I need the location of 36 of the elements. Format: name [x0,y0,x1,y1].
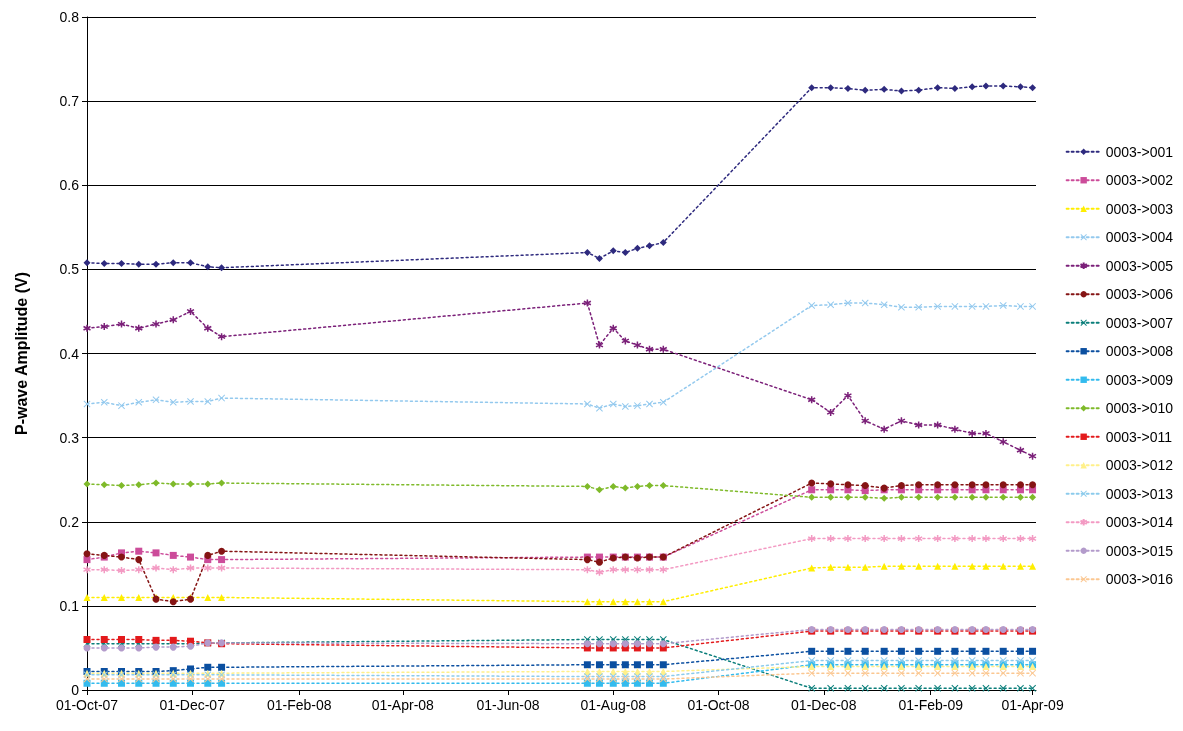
legend-label: 0003->001 [1105,143,1174,160]
x-tick-label: 01-Aug-08 [580,697,647,713]
legend-label: 0003->011 [1105,428,1173,445]
x-tick-label: 01-Dec-07 [159,697,226,713]
x-tick-label: 01-Feb-08 [266,697,332,713]
x-tick-label: 01-Jun-08 [476,697,540,713]
legend-label: 0003->007 [1105,314,1174,331]
y-tick-label: 0.7 [59,93,80,110]
legend-label: 0003->014 [1105,514,1174,531]
legend-label: 0003->012 [1105,457,1174,474]
legend-label: 0003->006 [1105,286,1174,303]
y-tick-label: 0.6 [59,177,80,194]
legend-label: 0003->005 [1105,257,1174,274]
x-tick-label: 01-Feb-09 [898,697,964,713]
legend-label: 0003->004 [1105,229,1174,246]
y-tick-label: 0 [71,682,80,698]
y-tick-label: 0.4 [59,345,80,362]
legend-label: 0003->013 [1105,485,1174,502]
y-tick-label: 0.3 [59,429,80,446]
y-tick-label: 0.1 [59,597,80,614]
legend-label: 0003->010 [1105,400,1174,417]
x-tick-label: 01-Oct-07 [55,697,119,713]
x-tick-label: 01-Oct-08 [687,697,750,713]
legend-label: 0003->003 [1105,200,1174,217]
x-tick-label: 01-Apr-08 [371,697,435,713]
y-tick-label: 0.2 [59,513,80,530]
legend-label: 0003->009 [1105,371,1174,388]
legend-label: 0003->008 [1105,343,1174,360]
legend-label: 0003->015 [1105,542,1174,559]
y-tick-label: 0.8 [59,9,80,25]
legend-label: 0003->016 [1105,571,1174,588]
y-tick-label: 0.5 [59,261,80,278]
legend-label: 0003->002 [1105,172,1174,189]
y-axis-title: P-wave Amplitude (V) [12,272,30,435]
x-tick-label: 01-Dec-08 [791,697,857,713]
x-tick-label: 01-Apr-09 [1001,697,1064,713]
